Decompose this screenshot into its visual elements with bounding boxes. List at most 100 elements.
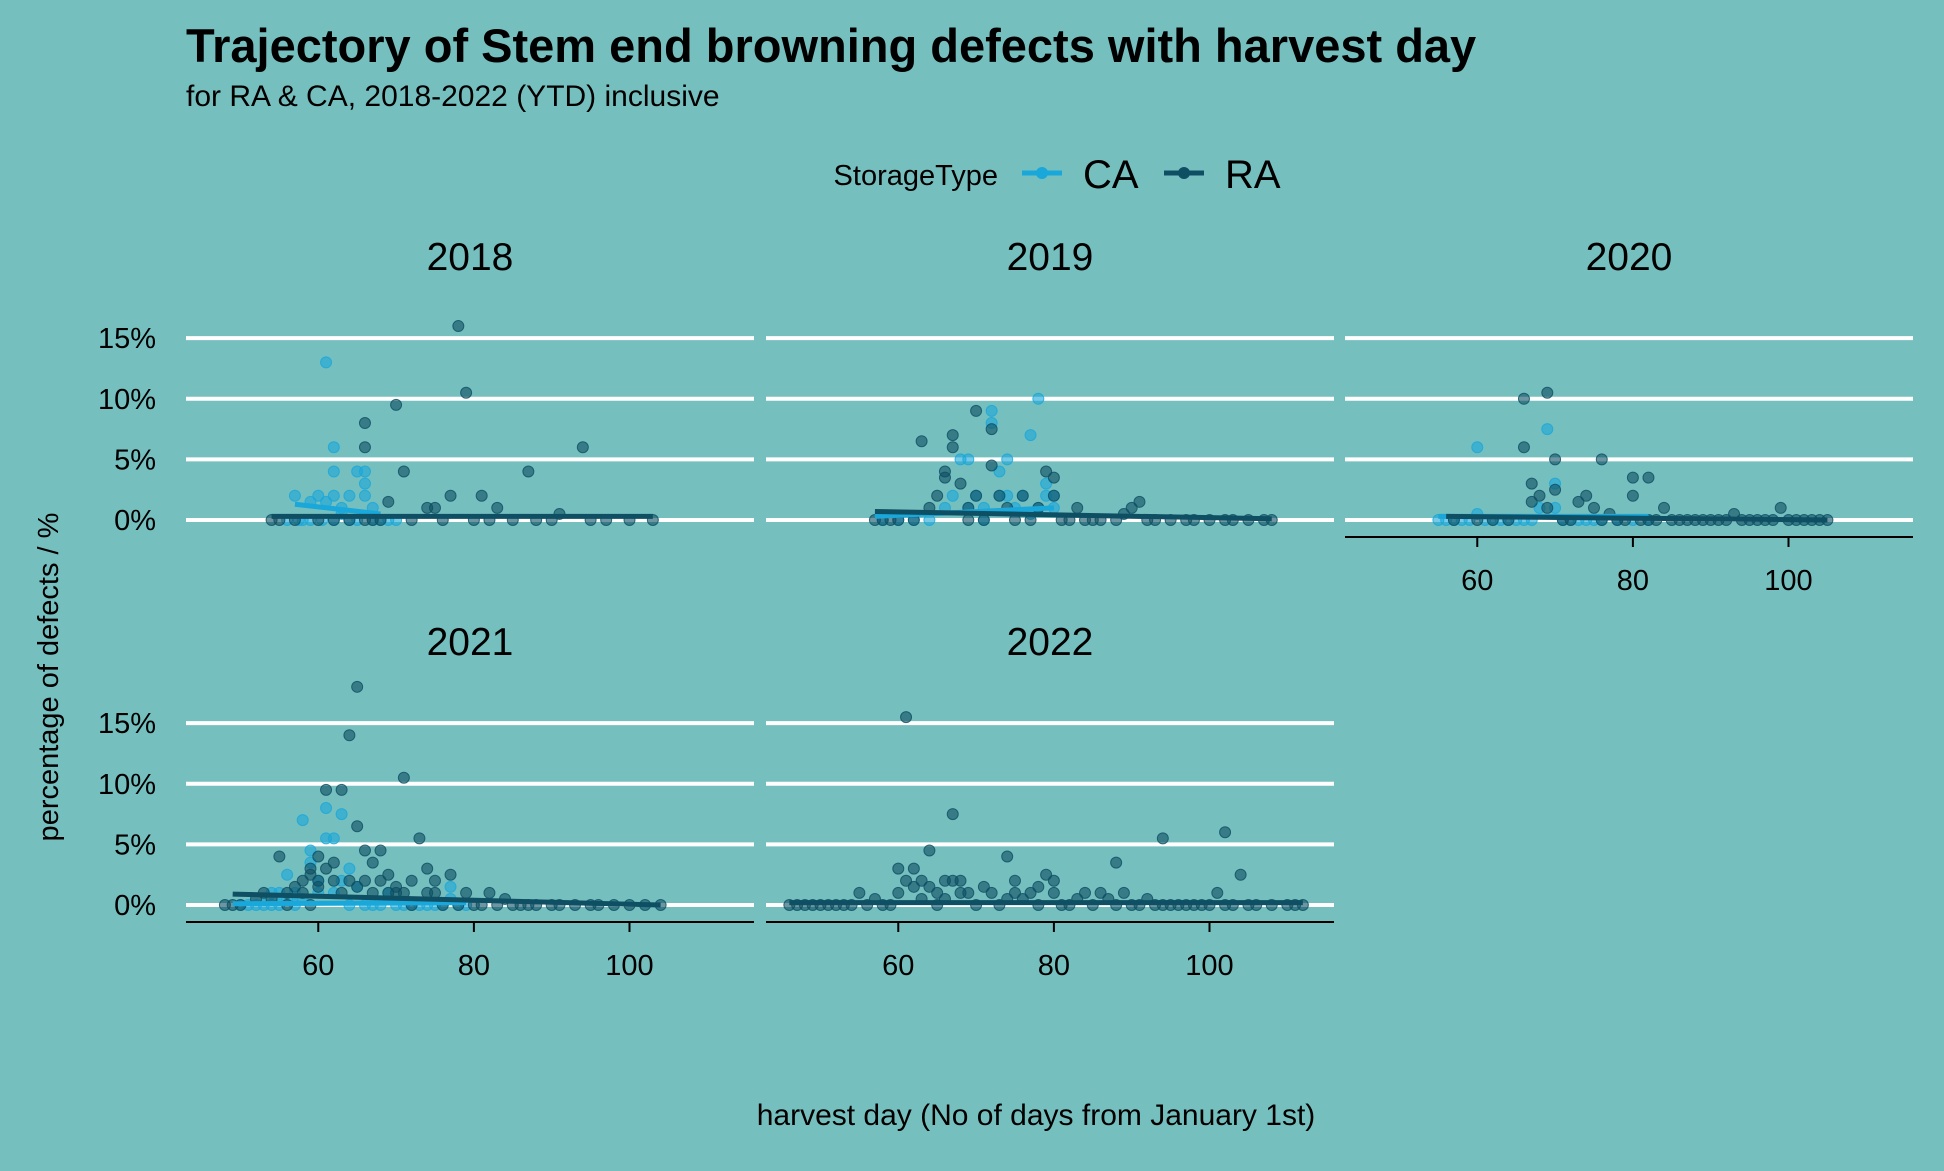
data-point-ra [938, 465, 951, 478]
panel-2018: 2018 0% 5% 10% 15% [98, 236, 754, 537]
data-point-ca [296, 814, 309, 827]
data-point-ra [343, 874, 356, 887]
data-point-ra [358, 417, 371, 430]
data-point-ra [1117, 886, 1130, 899]
trend-line-ra [874, 509, 1272, 522]
data-point-ra [892, 862, 905, 875]
panel-2022: 2022 60 80 100 [766, 621, 1334, 982]
data-point-ra [1219, 826, 1232, 839]
data-point-ra [390, 880, 403, 893]
x-axis-label: harvest day (No of days from January 1st… [757, 1099, 1316, 1132]
data-point-ra [273, 850, 286, 863]
data-point-ra [1549, 483, 1562, 496]
data-point-ra [358, 844, 371, 857]
data-point-ra [1541, 501, 1554, 514]
data-point-ca [327, 441, 340, 454]
chart-subtitle: for RA & CA, 2018-2022 (YTD) inclusive [186, 80, 720, 113]
data-point-ra [923, 844, 936, 857]
data-point-ra [1587, 501, 1600, 514]
panel-2019: 2019 [766, 236, 1334, 526]
data-point-ra [475, 489, 488, 502]
legend-label-ra: RA [1225, 153, 1281, 197]
data-point-ra [421, 862, 434, 875]
data-point-ra [900, 874, 913, 887]
data-point-ra [382, 868, 395, 881]
data-point-ra [335, 783, 348, 796]
data-point-ra [1133, 495, 1146, 508]
x-tick-label: 100 [1764, 565, 1812, 597]
data-point-ra [892, 886, 905, 899]
data-point-ra [853, 886, 866, 899]
data-point-ca [288, 489, 301, 502]
data-point-ra [954, 477, 967, 490]
chart-title: Trajectory of Stem end browning defects … [186, 19, 1476, 72]
data-point-ra [907, 862, 920, 875]
data-point-ca [320, 356, 333, 369]
legend-item-ca[interactable]: CA [1022, 153, 1139, 197]
data-point-ra [366, 856, 379, 869]
data-point-ra [1094, 886, 1107, 899]
y-tick-label: 0% [114, 890, 156, 922]
data-point-ra [483, 886, 496, 899]
data-point-ra [522, 465, 535, 478]
data-point-ra [970, 489, 983, 502]
data-point-ra [954, 874, 967, 887]
data-point-ca [358, 489, 371, 502]
data-point-ra [985, 423, 998, 436]
data-point-ra [428, 501, 441, 514]
data-point-ra [1016, 489, 1029, 502]
legend-label-ca: CA [1083, 153, 1139, 197]
data-point-ra [343, 729, 356, 742]
trend-line-ra [1446, 513, 1828, 523]
data-point-ra [1047, 489, 1060, 502]
panels-layer: 2018 0% 5% 10% 15% 2019 2020 60 80 100 2021 0% 5% 10%… [98, 236, 1913, 982]
legend-title: StorageType [834, 160, 998, 192]
data-point-ca [327, 489, 340, 502]
data-point-ra [1047, 471, 1060, 484]
data-point-ra [1040, 868, 1053, 881]
data-point-ra [327, 856, 340, 869]
data-point-ra [970, 404, 983, 417]
data-point-ca [312, 489, 325, 502]
data-point-ra [1047, 874, 1060, 887]
data-point-ra [405, 874, 418, 887]
data-point-ra [923, 880, 936, 893]
data-point-ra [1001, 850, 1014, 863]
panel-strip-label: 2018 [427, 236, 514, 279]
legend-item-ra[interactable]: RA [1164, 153, 1281, 197]
data-point-ra [907, 880, 920, 893]
y-tick-label: 15% [98, 323, 156, 355]
data-point-ra [1079, 886, 1092, 899]
data-point-ra [413, 832, 426, 845]
data-point-ca [444, 880, 457, 893]
data-point-ra [1572, 495, 1585, 508]
data-point-ra [374, 844, 387, 857]
trend-line-ca [294, 501, 381, 517]
data-point-ra [390, 398, 403, 411]
data-point-ra [320, 862, 333, 875]
trend-line-ca [232, 900, 467, 907]
data-point-ra [351, 880, 364, 893]
data-point-ra [452, 320, 465, 333]
data-point-ra [977, 514, 990, 526]
data-point-ca [1541, 423, 1554, 436]
y-axis-label: percentage of defects / % [33, 513, 65, 842]
data-point-ra [1008, 886, 1021, 899]
y-tick-label: 15% [98, 708, 156, 740]
data-point-ca [1040, 477, 1053, 490]
data-point-ra [1024, 886, 1037, 899]
x-tick-label: 80 [1617, 565, 1649, 597]
x-tick-label: 60 [1461, 565, 1493, 597]
trend-line-ra [232, 891, 661, 908]
panel-strip-label: 2021 [427, 621, 514, 664]
data-point-ra [444, 868, 457, 881]
data-point-ra [1533, 489, 1546, 502]
data-point-ra [962, 886, 975, 899]
panel-2020: 2020 60 80 100 [1345, 236, 1913, 597]
data-point-ra [1580, 489, 1593, 502]
data-point-ra [358, 874, 371, 887]
data-point-ca [1032, 392, 1045, 405]
data-point-ra [900, 711, 913, 724]
data-point-ra [1626, 489, 1639, 502]
